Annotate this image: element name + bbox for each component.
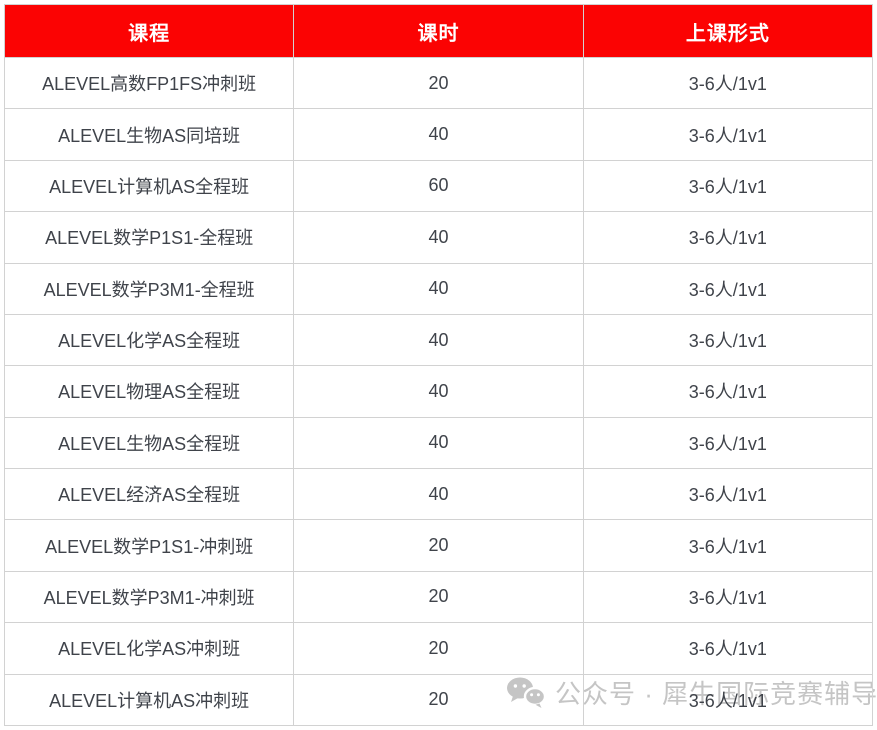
header-hours: 课时 <box>293 4 584 58</box>
cell-hours: 40 <box>293 365 584 418</box>
table-row: ALEVEL数学P1S1-冲刺班 20 3-6人/1v1 <box>3 519 874 572</box>
table-row: ALEVEL数学P1S1-全程班 40 3-6人/1v1 <box>3 211 874 264</box>
cell-course: ALEVEL物理AS全程班 <box>3 365 295 418</box>
cell-course: ALEVEL生物AS全程班 <box>3 416 295 470</box>
cell-course: ALEVEL经济AS全程班 <box>3 467 295 521</box>
cell-format: 3-6人/1v1 <box>582 365 874 418</box>
cell-hours: 20 <box>293 622 584 675</box>
cell-course: ALEVEL化学AS全程班 <box>3 313 295 367</box>
header-format: 上课形式 <box>582 4 874 58</box>
cell-format: 3-6人/1v1 <box>582 622 874 675</box>
cell-hours: 40 <box>293 262 584 315</box>
cell-hours: 20 <box>293 570 584 624</box>
cell-hours: 40 <box>293 467 584 521</box>
cell-course: ALEVEL数学P3M1-冲刺班 <box>3 570 295 624</box>
table-body: ALEVEL高数FP1FS冲刺班 20 3-6人/1v1 ALEVEL生物AS同… <box>3 56 874 726</box>
cell-format: 3-6人/1v1 <box>582 56 874 110</box>
cell-format: 3-6人/1v1 <box>582 313 874 367</box>
cell-course: ALEVEL计算机AS冲刺班 <box>3 673 295 726</box>
table-row: ALEVEL计算机AS全程班 60 3-6人/1v1 <box>3 159 874 213</box>
cell-format: 3-6人/1v1 <box>582 570 874 624</box>
cell-course: ALEVEL计算机AS全程班 <box>3 159 295 213</box>
table-row: ALEVEL物理AS全程班 40 3-6人/1v1 <box>3 365 874 418</box>
cell-hours: 40 <box>293 211 584 264</box>
header-course: 课程 <box>3 4 295 58</box>
cell-course: ALEVEL数学P3M1-全程班 <box>3 262 295 315</box>
cell-format: 3-6人/1v1 <box>582 673 874 726</box>
cell-course: ALEVEL数学P1S1-冲刺班 <box>3 519 295 572</box>
cell-format: 3-6人/1v1 <box>582 467 874 521</box>
cell-format: 3-6人/1v1 <box>582 519 874 572</box>
cell-hours: 40 <box>293 313 584 367</box>
cell-format: 3-6人/1v1 <box>582 159 874 213</box>
table-row: ALEVEL生物AS同培班 40 3-6人/1v1 <box>3 108 874 161</box>
cell-hours: 20 <box>293 56 584 110</box>
cell-course: ALEVEL化学AS冲刺班 <box>3 622 295 675</box>
cell-course: ALEVEL高数FP1FS冲刺班 <box>3 56 295 110</box>
cell-format: 3-6人/1v1 <box>582 108 874 161</box>
cell-hours: 20 <box>293 673 584 726</box>
cell-hours: 20 <box>293 519 584 572</box>
cell-course: ALEVEL生物AS同培班 <box>3 108 295 161</box>
table-row: ALEVEL数学P3M1-全程班 40 3-6人/1v1 <box>3 262 874 315</box>
cell-format: 3-6人/1v1 <box>582 416 874 470</box>
header-row: 课程 课时 上课形式 <box>3 4 874 58</box>
table-header: 课程 课时 上课形式 <box>3 4 874 58</box>
table-row: ALEVEL化学AS全程班 40 3-6人/1v1 <box>3 313 874 367</box>
table-row: ALEVEL高数FP1FS冲刺班 20 3-6人/1v1 <box>3 56 874 110</box>
cell-course: ALEVEL数学P1S1-全程班 <box>3 211 295 264</box>
table-row: ALEVEL计算机AS冲刺班 20 3-6人/1v1 <box>3 673 874 726</box>
table-row: ALEVEL化学AS冲刺班 20 3-6人/1v1 <box>3 622 874 675</box>
cell-format: 3-6人/1v1 <box>582 262 874 315</box>
cell-format: 3-6人/1v1 <box>582 211 874 264</box>
course-table: 课程 课时 上课形式 ALEVEL高数FP1FS冲刺班 20 3-6人/1v1 … <box>3 4 874 726</box>
table-row: ALEVEL生物AS全程班 40 3-6人/1v1 <box>3 416 874 470</box>
table-row: ALEVEL数学P3M1-冲刺班 20 3-6人/1v1 <box>3 570 874 624</box>
cell-hours: 40 <box>293 416 584 470</box>
cell-hours: 60 <box>293 159 584 213</box>
table-row: ALEVEL经济AS全程班 40 3-6人/1v1 <box>3 467 874 521</box>
cell-hours: 40 <box>293 108 584 161</box>
